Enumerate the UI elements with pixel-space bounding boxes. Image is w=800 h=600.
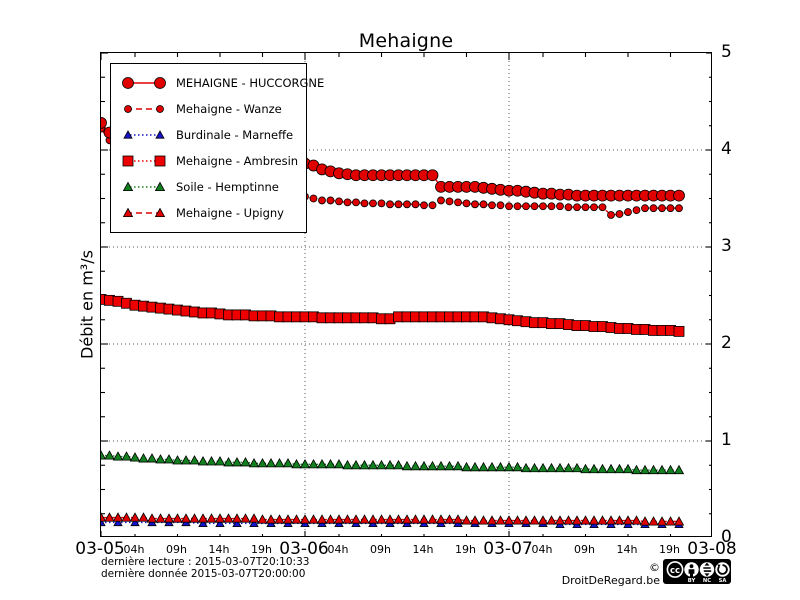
- x-tick-label: 14h: [616, 543, 638, 556]
- legend-item-0[interactable]: MEHAIGNE - HUCCORGNE: [111, 70, 324, 96]
- x-tick-label: 03-06: [279, 539, 329, 559]
- y-tick-label: 2: [721, 333, 732, 353]
- legend-label: Mehaigne - Upigny: [176, 206, 284, 220]
- page-title: Mehaigne: [358, 30, 454, 52]
- legend-label: MEHAIGNE - HUCCORGNE: [176, 76, 325, 90]
- series-4: [101, 450, 685, 475]
- y-tick-label: 0: [721, 527, 732, 547]
- plot-canvas: [101, 53, 711, 536]
- legend-item-4[interactable]: Soile - Hemptinne: [111, 174, 306, 200]
- x-tick-label: 03-05: [75, 539, 125, 559]
- legend-marker-icon: [122, 207, 166, 218]
- legend-marker-icon: [123, 130, 165, 139]
- svg-text:NC: NC: [703, 578, 711, 584]
- x-tick-label: 04h: [327, 543, 349, 556]
- y-tick-label: 1: [721, 430, 732, 450]
- legend-item-2[interactable]: Burdinale - Marneffe: [111, 122, 306, 148]
- series-5: [101, 512, 685, 526]
- y-axis-label: Débit en m³/s: [77, 250, 97, 359]
- legend-marker-icon: [124, 105, 164, 113]
- y-tick-label: 4: [721, 139, 732, 159]
- legend-marker-icon: [122, 155, 166, 167]
- legend-label: Mehaigne - Ambresin: [176, 154, 299, 168]
- copyright-text: © DroitDeRegard.be: [561, 561, 660, 587]
- x-tick-label: 03-07: [483, 539, 533, 559]
- x-tick-label: 19h: [455, 543, 476, 556]
- svg-text:SA: SA: [719, 578, 727, 584]
- svg-text:BY: BY: [688, 578, 696, 584]
- legend-label: Soile - Hemptinne: [176, 180, 279, 194]
- y-tick-label: 5: [721, 42, 732, 62]
- y-tick-label: 3: [721, 236, 732, 256]
- footer-readings: dernière lecture : 2015-03-07T20:10:33 d…: [101, 556, 310, 580]
- legend-item-5[interactable]: Mehaigne - Upigny: [111, 200, 306, 226]
- legend-marker-icon: [122, 181, 166, 192]
- x-tick-label: 03-08: [687, 539, 737, 559]
- chart-legend: MEHAIGNE - HUCCORGNE Mehaigne - Wanze Burd…: [110, 63, 324, 233]
- x-tick-label: 09h: [574, 543, 595, 556]
- x-tick-label: 14h: [208, 543, 230, 556]
- series-3: [101, 293, 685, 337]
- legend-label: Burdinale - Marneffe: [176, 128, 294, 142]
- svg-text:cc: cc: [670, 566, 680, 576]
- legend-label: Mehaigne - Wanze: [176, 102, 282, 116]
- footer-last-data: dernière donnée 2015-03-07T20:00:00: [101, 567, 306, 580]
- legend-marker-icon: [122, 77, 166, 89]
- x-tick-label: 04h: [531, 543, 553, 556]
- x-tick-label: 19h: [659, 543, 680, 556]
- x-tick-label: 14h: [412, 543, 434, 556]
- legend-item-1[interactable]: Mehaigne - Wanze: [111, 96, 306, 122]
- x-tick-label: 09h: [370, 543, 391, 556]
- creative-commons-badge: cc BY NC SA: [663, 559, 731, 584]
- footer-last-read: dernière lecture : 2015-03-07T20:10:33: [101, 556, 310, 568]
- x-tick-label: 19h: [251, 543, 272, 556]
- x-tick-label: 04h: [123, 543, 145, 556]
- x-tick-label: 09h: [166, 543, 187, 556]
- legend-item-3[interactable]: Mehaigne - Ambresin: [111, 148, 306, 174]
